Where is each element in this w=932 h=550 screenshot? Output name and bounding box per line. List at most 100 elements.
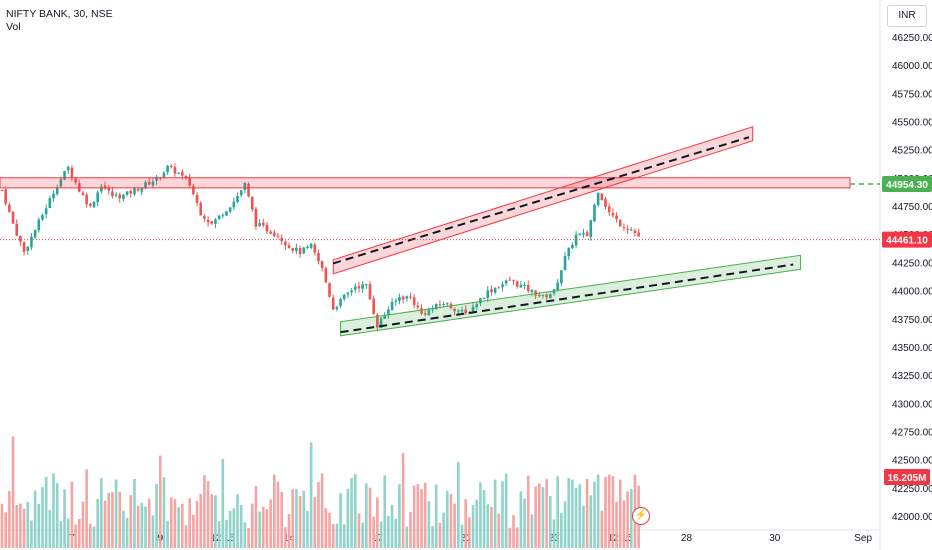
volume-bar — [265, 509, 269, 548]
candle-body — [144, 182, 147, 189]
volume-bar — [269, 499, 272, 548]
candle-body — [615, 215, 618, 220]
volume-bar — [490, 506, 493, 548]
y-tick-label: 42500.00 — [892, 456, 932, 467]
candle-body — [30, 236, 33, 248]
volume-bar — [247, 527, 250, 548]
candle-body — [350, 290, 353, 293]
candle-body — [4, 189, 7, 204]
volume-bar — [250, 503, 254, 548]
volume-legend-label[interactable]: Vol — [6, 21, 21, 33]
volume-bar — [298, 495, 302, 548]
currency-selector[interactable]: INR — [887, 5, 927, 27]
candle-body — [482, 298, 486, 300]
volume-bar — [81, 501, 85, 548]
candle-body — [100, 186, 103, 192]
candle-body — [63, 171, 66, 180]
candle-body — [15, 223, 19, 236]
candle-body — [151, 181, 155, 186]
volume-bar — [37, 503, 41, 548]
candle-body — [41, 214, 44, 220]
volume-bar — [420, 489, 423, 548]
candle-body — [173, 167, 177, 174]
volume-bar — [273, 474, 276, 548]
x-tick-label: 30 — [769, 533, 781, 544]
candle-body — [195, 194, 199, 203]
volume-bar — [254, 485, 258, 548]
volume-bar — [295, 489, 298, 548]
candle-body — [394, 300, 398, 302]
volume-bar — [335, 523, 339, 548]
level-price-label: 44954.30 — [886, 180, 928, 191]
rising-channel-band — [332, 126, 754, 275]
volume-bar — [563, 501, 567, 548]
volume-bar — [372, 516, 375, 548]
candle-body — [405, 296, 409, 299]
volume-bar — [184, 525, 188, 548]
candle-body — [287, 245, 291, 249]
volume-bar — [77, 518, 81, 548]
volume-bar — [243, 522, 247, 548]
lightning-icon[interactable]: ⚡ — [632, 507, 650, 525]
candle-body — [225, 211, 228, 216]
candle-body — [133, 188, 136, 195]
volume-bar — [140, 502, 144, 548]
candle-body — [298, 248, 302, 255]
volume-bar — [195, 500, 199, 548]
candle-body — [633, 230, 637, 234]
candle-body — [629, 229, 633, 231]
candle-body — [247, 183, 250, 197]
volume-bar — [100, 478, 103, 548]
symbol-title[interactable]: NIFTY BANK, 30, NSE — [6, 8, 113, 20]
last-price-label: 44461.10 — [886, 236, 928, 247]
candle-body — [604, 199, 607, 207]
volume-bar — [556, 476, 559, 548]
volume-bar — [181, 503, 184, 548]
candle-body — [44, 208, 48, 215]
volume-bar — [534, 486, 537, 548]
candle-body — [129, 190, 133, 194]
volume-bar — [383, 475, 387, 548]
candle-body — [445, 303, 449, 305]
volume-bar — [66, 518, 70, 548]
volume-bar — [30, 520, 33, 548]
volume-bar — [317, 482, 320, 548]
volume-bar — [482, 490, 486, 548]
volume-bar — [412, 485, 416, 548]
candle-body — [339, 299, 342, 306]
volume-bar — [549, 495, 552, 548]
volume-bar — [15, 504, 19, 548]
candle-body — [258, 223, 261, 227]
candle-body — [273, 232, 276, 237]
volume-bar — [284, 527, 287, 548]
volume-bar — [173, 498, 177, 548]
candle-body — [420, 308, 423, 314]
volume-bar — [287, 514, 291, 548]
volume-bar — [589, 495, 593, 548]
candle-body — [118, 194, 122, 199]
candle-body — [217, 215, 221, 220]
candle-body — [637, 232, 640, 237]
volume-bar — [475, 499, 479, 548]
candle-body — [493, 288, 497, 293]
candle-body — [582, 232, 585, 235]
y-tick-label: 43500.00 — [892, 343, 932, 354]
volume-bar — [291, 489, 295, 548]
candle-body — [250, 196, 254, 210]
volume-bar — [582, 505, 585, 548]
volume-bar — [423, 482, 427, 548]
volume-bar — [593, 481, 596, 548]
candle-body — [412, 297, 416, 305]
y-tick-label: 45250.00 — [892, 146, 932, 157]
candle-body — [181, 171, 184, 176]
candle-body — [497, 287, 501, 289]
candle-body — [475, 304, 479, 308]
candle-body — [442, 304, 445, 306]
candle-body — [89, 203, 92, 206]
volume-bar — [96, 498, 99, 548]
candle-body — [239, 190, 243, 196]
candle-body — [206, 219, 210, 223]
candle-body — [501, 284, 504, 288]
